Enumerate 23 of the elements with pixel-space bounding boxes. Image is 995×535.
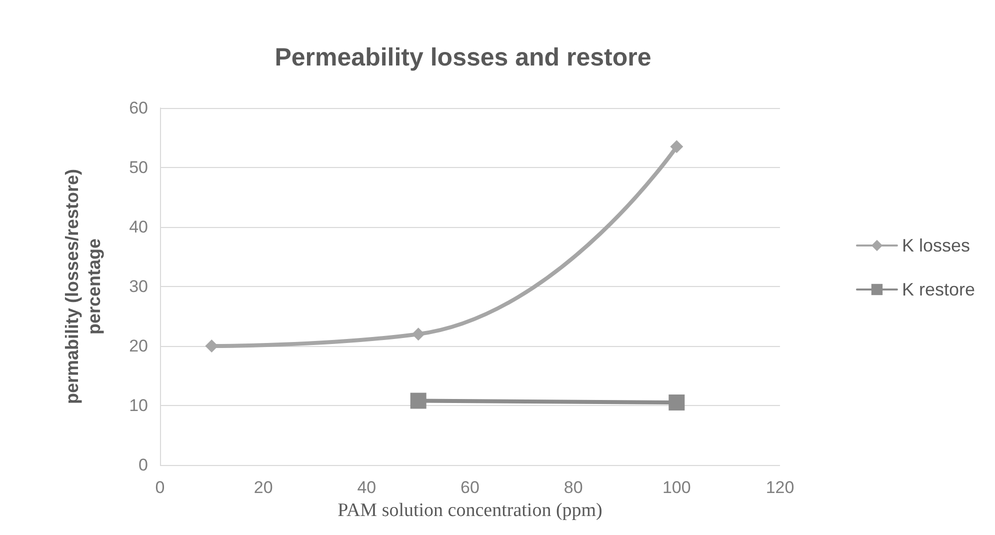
point bbox=[412, 328, 425, 341]
y-tick-label: 20 bbox=[129, 336, 148, 356]
x-tick-label: 120 bbox=[766, 478, 794, 497]
x-tick-label: 20 bbox=[254, 478, 273, 497]
x-tick-label: 40 bbox=[357, 478, 376, 497]
legend-label: K restore bbox=[902, 280, 976, 300]
point bbox=[670, 140, 684, 154]
legend-label: K losses bbox=[902, 236, 970, 256]
y-tick-label: 60 bbox=[129, 98, 148, 118]
y-tick-label: 50 bbox=[129, 158, 148, 177]
x-tick-label: 100 bbox=[662, 478, 691, 497]
x-tick-label: 0 bbox=[155, 478, 165, 497]
x-tick-label: 60 bbox=[460, 478, 480, 497]
chart-title: Permeability losses and restore bbox=[274, 44, 652, 72]
point bbox=[410, 392, 426, 409]
y-tick-label: 0 bbox=[138, 456, 148, 474]
x-tick-label: 80 bbox=[564, 478, 583, 497]
y-tick-label: 40 bbox=[129, 218, 148, 236]
y-tick-label: 30 bbox=[129, 277, 148, 296]
y-axis-title: permability (losses/restore) percentage bbox=[62, 168, 104, 404]
point bbox=[668, 394, 685, 411]
y-tick-label: 10 bbox=[129, 396, 148, 415]
x-axis-title: PAM solution concentration (ppm) bbox=[338, 500, 602, 521]
